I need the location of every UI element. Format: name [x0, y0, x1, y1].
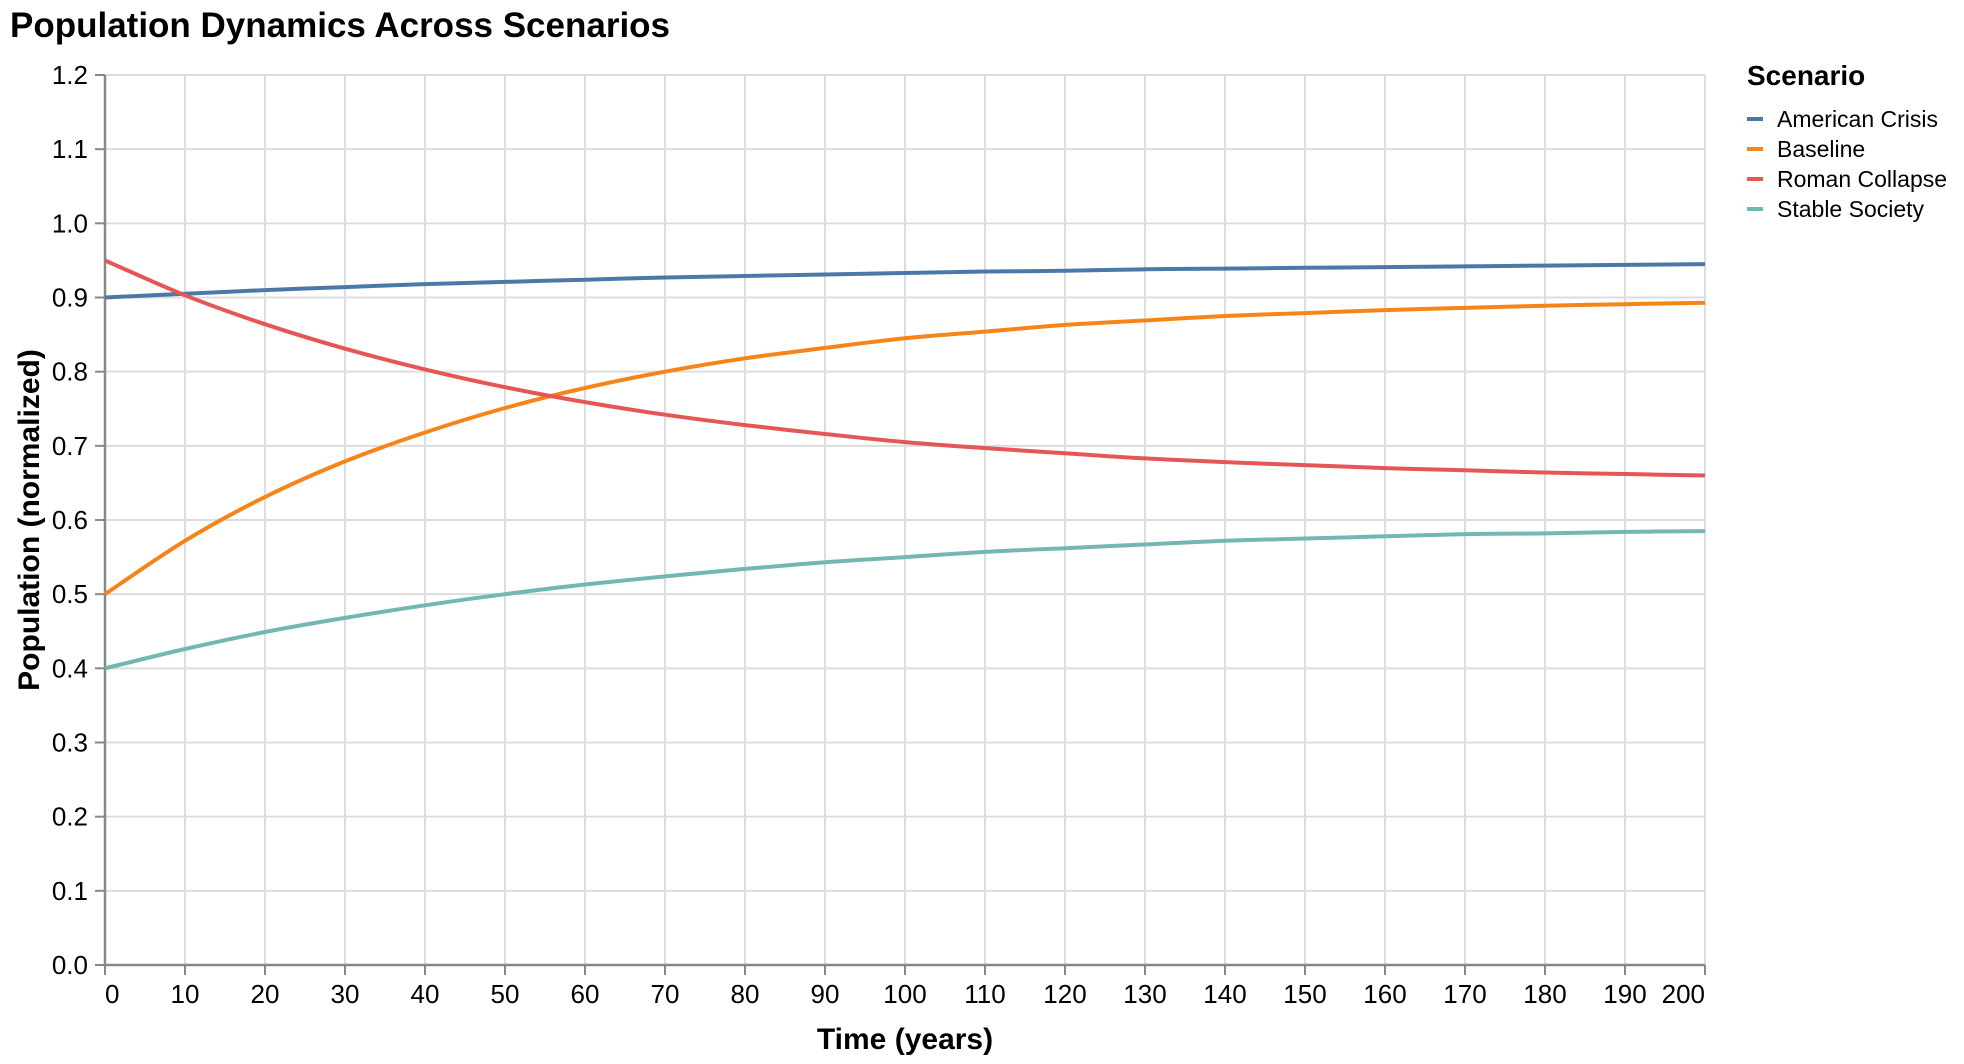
x-tick-label: 110: [964, 979, 1005, 1009]
x-tick-label: 170: [1443, 979, 1486, 1009]
y-tick-label: 0.2: [52, 802, 88, 832]
legend-title: Scenario: [1747, 60, 1866, 91]
x-tick-label: 130: [1123, 979, 1166, 1009]
y-axis-title: Population (normalized): [13, 349, 46, 691]
chart-title: Population Dynamics Across Scenarios: [10, 6, 671, 45]
y-tick-label: 0.9: [52, 283, 88, 313]
line-baseline: [103, 300, 1706, 596]
line-roman-collapse: [104, 258, 1706, 478]
x-tick-label: 190: [1603, 979, 1646, 1009]
y-tick-label: 1.1: [52, 134, 88, 164]
series-lines: [103, 258, 1706, 671]
legend-item-roman-collapse: Roman Collapse: [1747, 164, 1947, 194]
x-axis-title: Time (years): [816, 1023, 994, 1056]
legend-line-swatch: [1747, 207, 1763, 211]
x-tick-label: 90: [811, 979, 840, 1009]
legend-item-label: Roman Collapse: [1777, 165, 1948, 192]
y-tick-label: 1.2: [52, 60, 88, 90]
x-tick-label: 10: [171, 979, 200, 1009]
x-tick-label: 70: [651, 979, 680, 1009]
legend-item-american-crisis: American Crisis: [1747, 104, 1947, 134]
legend-item-label: American Crisis: [1777, 105, 1939, 132]
x-tick-label: 180: [1523, 979, 1566, 1009]
y-tick-label: 0.3: [52, 728, 88, 758]
x-tick-label: 0: [105, 979, 119, 1009]
y-axis-labels: 0.0 0.1 0.2 0.3 0.4 0.5 0.6 0.7 0.8 0.9 1.0 1.1 1.2: [52, 60, 88, 980]
y-tick-label: 0.5: [52, 579, 88, 609]
x-tick-label: 150: [1283, 979, 1326, 1009]
legend: Scenario American Crisis Baseline Roman Co…: [1747, 60, 1947, 224]
x-tick-label: 30: [331, 979, 360, 1009]
x-tick-label: 200: [1662, 979, 1705, 1009]
y-tick-label: 0.8: [52, 357, 88, 387]
legend-line-swatch: [1747, 177, 1763, 181]
x-axis-ticks: [104, 965, 1706, 975]
x-tick-label: 160: [1363, 979, 1406, 1009]
x-tick-label: 120: [1043, 979, 1086, 1009]
x-axis-labels: 0 10 20 30 40 50 60 70 80 90 100 110 120 130 140 150 160…: [105, 979, 1705, 1009]
y-tick-label: 0.1: [52, 876, 88, 906]
x-tick-label: 80: [731, 979, 760, 1009]
line-stable-society: [104, 529, 1706, 671]
x-tick-label: 60: [571, 979, 600, 1009]
legend-item-label: Stable Society: [1777, 195, 1925, 222]
y-tick-label: 1.0: [52, 208, 88, 238]
line-american-crisis: [104, 262, 1706, 300]
y-tick-label: 0.4: [52, 653, 88, 683]
x-tick-label: 140: [1203, 979, 1246, 1009]
legend-items: American Crisis Baseline Roman Collapse Sta…: [1747, 104, 1947, 224]
x-tick-label: 20: [251, 979, 280, 1009]
y-tick-label: 0.6: [52, 505, 88, 535]
legend-line-swatch: [1747, 147, 1763, 151]
y-tick-label: 0.7: [52, 431, 88, 461]
x-tick-label: 50: [491, 979, 520, 1009]
y-axis-ticks: [95, 74, 105, 966]
legend-line-swatch: [1747, 117, 1763, 121]
legend-item-stable-society: Stable Society: [1747, 194, 1947, 224]
x-tick-label: 40: [411, 979, 440, 1009]
legend-item-label: Baseline: [1777, 135, 1866, 162]
y-tick-label: 0.0: [52, 950, 88, 980]
x-tick-label: 100: [883, 979, 926, 1009]
legend-item-baseline: Baseline: [1747, 134, 1947, 164]
